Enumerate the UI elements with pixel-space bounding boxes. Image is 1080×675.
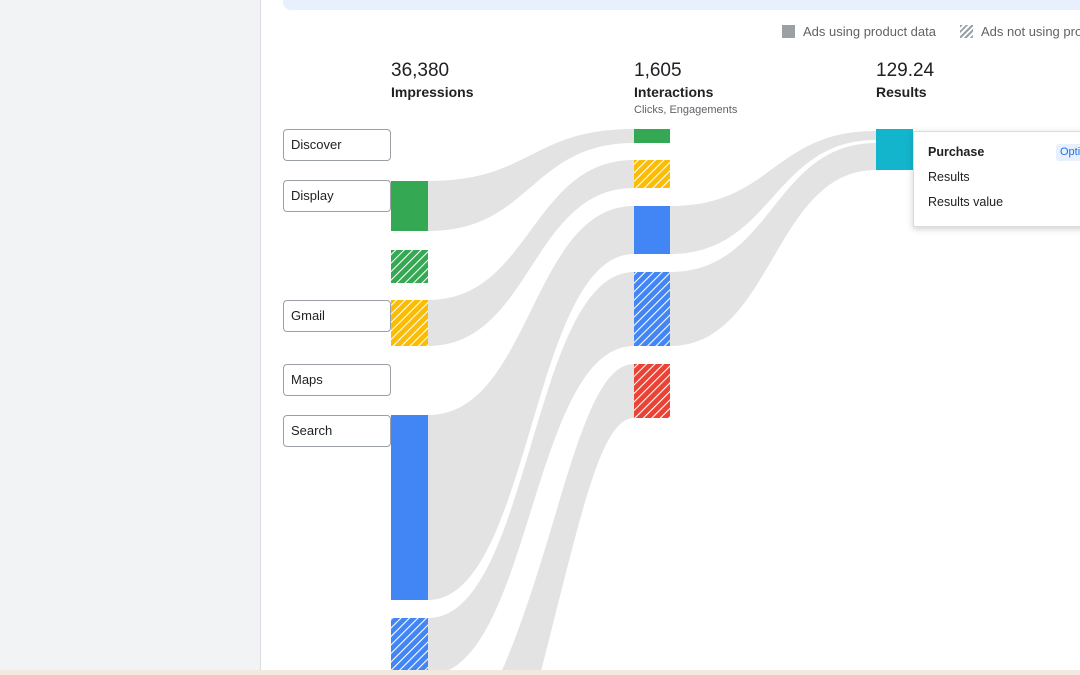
solid-swatch-icon — [782, 25, 795, 38]
channel-chip-discover[interactable]: Discover — [283, 129, 391, 161]
interactions-sublabel: Clicks, Engagements — [634, 104, 738, 116]
node-display-solid — [391, 181, 428, 231]
top-info-banner — [283, 0, 1080, 10]
node-interactions-blue-hatched — [634, 272, 670, 346]
channel-label-search: Search — [291, 423, 333, 438]
impressions-value: 36,380 — [391, 60, 450, 81]
flow-interactions-to-results-1 — [670, 131, 876, 254]
tooltip-title: Purchase — [928, 145, 985, 159]
tooltip-results-label: Results — [928, 170, 970, 184]
flow-gmail-to-interactions — [428, 160, 634, 346]
channel-label-gmail: Gmail — [291, 308, 325, 323]
node-search-hatched — [391, 618, 428, 675]
channel-label-display: Display — [291, 188, 334, 203]
legend-item-no-product-data: Ads not using pro — [960, 24, 1080, 39]
channel-chip-maps[interactable]: Maps — [283, 364, 391, 396]
channel-label-maps: Maps — [291, 372, 323, 387]
channel-chip-search[interactable]: Search — [283, 415, 391, 447]
channel-chip-display[interactable]: Display — [283, 180, 391, 212]
tooltip-title-row: Purchase Optin — [928, 144, 1080, 169]
node-interactions-green — [634, 129, 670, 143]
channel-label-discover: Discover — [291, 137, 342, 152]
flow-lower-to-interactions — [500, 364, 634, 675]
impressions-label: Impressions — [391, 84, 474, 100]
bottom-scrollbar[interactable] — [0, 670, 1080, 675]
node-interactions-blue — [634, 206, 670, 254]
results-metric: 129.24 Results — [876, 60, 934, 102]
node-interactions-yellow-hatched — [634, 160, 670, 188]
tooltip-results-row: Results — [928, 169, 1080, 194]
results-tooltip: Purchase Optin Results Results value 5 — [913, 131, 1080, 227]
interactions-label: Interactions — [634, 84, 714, 100]
interactions-metric: 1,605 Interactions Clicks, Engagements — [634, 60, 737, 118]
channel-chip-gmail[interactable]: Gmail — [283, 300, 391, 332]
flow-search-to-interactions — [428, 206, 634, 600]
tooltip-results-value-label: Results value — [928, 195, 1004, 209]
node-display-hatched — [391, 250, 428, 283]
flow-interactions-to-results-2 — [670, 143, 876, 346]
node-results — [876, 129, 913, 170]
left-navigation-panel — [0, 0, 261, 675]
results-label: Results — [876, 84, 927, 100]
node-interactions-red-hatched — [634, 364, 670, 418]
hatched-swatch-icon — [960, 25, 973, 38]
tooltip-tag: Optin — [1056, 144, 1080, 161]
legend-label-no-product-data: Ads not using pro — [981, 24, 1080, 39]
flow-display-to-interactions — [428, 129, 634, 231]
tooltip-results-value-row: Results value 5 — [928, 194, 1080, 219]
results-value: 129.24 — [876, 60, 935, 81]
impressions-metric: 36,380 Impressions — [391, 60, 473, 102]
flow-search-hatched-to-interactions — [428, 272, 634, 675]
legend-label-product-data: Ads using product data — [803, 24, 936, 39]
interactions-value: 1,605 — [634, 60, 682, 81]
node-gmail-hatched — [391, 300, 428, 346]
node-search-solid — [391, 415, 428, 600]
legend-item-product-data: Ads using product data — [782, 24, 936, 39]
